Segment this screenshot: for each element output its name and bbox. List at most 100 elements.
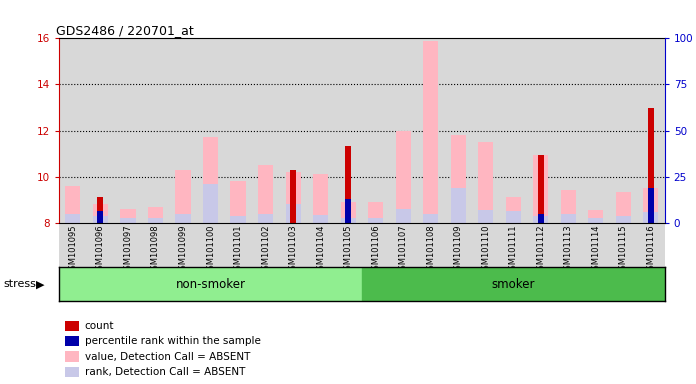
Text: GSM101099: GSM101099	[178, 224, 187, 275]
Text: ▶: ▶	[36, 279, 45, 289]
Bar	[451, 135, 466, 223]
Bar	[120, 209, 136, 223]
Bar	[417, 38, 445, 223]
Bar	[197, 38, 224, 223]
Bar	[313, 174, 329, 223]
Bar	[500, 38, 527, 223]
Text: GSM101104: GSM101104	[316, 224, 325, 275]
Bar	[417, 223, 445, 294]
Text: GSM101095: GSM101095	[68, 224, 77, 275]
Bar	[478, 142, 493, 223]
Bar	[637, 223, 665, 294]
Bar	[538, 155, 544, 223]
Bar	[114, 223, 142, 294]
Bar	[87, 223, 114, 294]
Text: GSM101100: GSM101100	[206, 224, 215, 275]
Bar	[224, 223, 252, 294]
Bar	[588, 218, 603, 223]
Text: GSM101116: GSM101116	[647, 224, 656, 275]
Bar	[93, 204, 108, 223]
Bar	[527, 223, 555, 294]
Bar	[362, 223, 390, 294]
Bar	[307, 223, 334, 294]
Bar	[395, 131, 411, 223]
Bar	[648, 108, 654, 223]
Bar	[345, 146, 351, 223]
Bar	[65, 336, 79, 346]
Bar	[643, 188, 658, 223]
Text: GSM101111: GSM101111	[509, 224, 518, 275]
Bar	[390, 38, 417, 223]
Bar	[445, 223, 472, 294]
Text: value, Detection Call = ABSENT: value, Detection Call = ABSENT	[85, 351, 250, 361]
Bar	[423, 41, 438, 223]
Bar	[175, 214, 191, 223]
Bar	[65, 186, 81, 223]
Bar	[334, 223, 362, 294]
Bar	[59, 267, 362, 301]
Text: GSM101098: GSM101098	[151, 224, 160, 275]
Bar	[313, 215, 329, 223]
Bar	[340, 202, 356, 223]
Bar	[538, 214, 544, 223]
Bar	[93, 216, 108, 223]
Bar	[148, 218, 163, 223]
Bar	[142, 223, 169, 294]
Bar	[307, 38, 334, 223]
Bar	[527, 38, 555, 223]
Bar	[279, 38, 307, 223]
Bar	[445, 38, 472, 223]
Bar	[368, 202, 383, 223]
Bar	[395, 209, 411, 223]
Bar	[169, 38, 197, 223]
Bar	[500, 223, 527, 294]
Bar	[142, 38, 169, 223]
Text: GSM101106: GSM101106	[371, 224, 380, 275]
Text: GSM101105: GSM101105	[344, 224, 353, 275]
Bar	[616, 216, 631, 223]
Bar	[533, 216, 548, 223]
Bar	[555, 223, 582, 294]
Bar	[334, 38, 362, 223]
Bar	[258, 165, 273, 223]
Bar	[279, 223, 307, 294]
Bar	[555, 38, 582, 223]
Bar	[230, 216, 246, 223]
Text: rank, Detection Call = ABSENT: rank, Detection Call = ABSENT	[85, 367, 245, 377]
Bar	[285, 172, 301, 223]
Bar	[362, 267, 665, 301]
Text: GSM101109: GSM101109	[454, 224, 463, 275]
Bar	[120, 218, 136, 223]
Text: GSM101101: GSM101101	[234, 224, 243, 275]
Bar	[175, 170, 191, 223]
Bar	[390, 223, 417, 294]
Bar	[637, 38, 665, 223]
Bar	[340, 218, 356, 223]
Bar	[169, 223, 197, 294]
Text: GSM101114: GSM101114	[592, 224, 601, 275]
Bar	[561, 214, 576, 223]
Bar	[197, 223, 224, 294]
Bar	[472, 223, 500, 294]
Bar	[423, 214, 438, 223]
Bar	[506, 211, 521, 223]
Bar	[368, 218, 383, 223]
Bar	[648, 188, 654, 223]
Bar	[582, 223, 610, 294]
Bar	[65, 321, 79, 331]
Text: GSM101096: GSM101096	[96, 224, 105, 275]
Text: GSM101115: GSM101115	[619, 224, 628, 275]
Bar	[610, 38, 637, 223]
Bar	[258, 214, 273, 223]
Text: smoker: smoker	[491, 278, 535, 291]
Text: GSM101112: GSM101112	[537, 224, 546, 275]
Bar	[506, 197, 521, 223]
Bar	[203, 184, 218, 223]
Bar	[224, 38, 252, 223]
Text: non-smoker: non-smoker	[175, 278, 246, 291]
Bar	[478, 210, 493, 223]
Text: GSM101102: GSM101102	[261, 224, 270, 275]
Text: percentile rank within the sample: percentile rank within the sample	[85, 336, 260, 346]
Text: GSM101103: GSM101103	[289, 224, 298, 275]
Text: count: count	[85, 321, 114, 331]
